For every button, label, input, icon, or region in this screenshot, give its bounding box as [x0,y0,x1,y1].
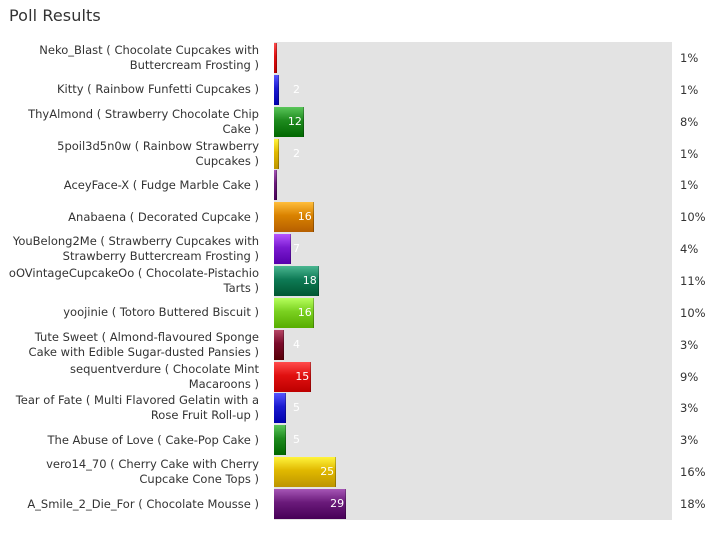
row-label-text: ThyAlmond ( Strawberry Chocolate Chip Ca… [28,106,259,136]
row-label: The Abuse of Love ( Cake-Pop Cake ) [6,424,260,456]
bar [274,170,277,201]
row-label-text: The Abuse of Love ( Cake-Pop Cake ) [47,432,260,447]
row-label: yoojinie ( Totoro Buttered Biscuit ) [6,297,259,329]
percent-label: 18% [680,497,706,512]
row-label-text: Tear of Fate ( Multi Flavored Gelatin wi… [15,393,259,423]
bar-value-label: 29 [330,497,345,511]
percent-label: 1% [680,178,699,193]
bar [274,457,337,488]
row-label: Anabaena ( Decorated Cupcake ) [6,201,259,233]
row-label: oOVintageCupcakeOo ( Chocolate-Pistachio… [6,265,259,297]
bar [274,329,284,360]
row-label-text: sequentverdure ( Chocolate Mint Macaroon… [70,361,259,391]
bar [274,234,292,265]
row-label-text: AceyFace-X ( Fudge Marble Cake ) [63,177,259,192]
bar [274,202,314,233]
row-label: Neko_Blast ( Chocolate Cupcakes with But… [6,42,259,74]
row-label-text: 5poil3d5n0w ( Rainbow Strawberry Cupcake… [57,138,259,168]
row-label-text: Anabaena ( Decorated Cupcake ) [68,209,259,224]
row-label-text: Tute Sweet ( Almond-flavoured Sponge Cak… [28,329,259,359]
bar [274,74,279,105]
percent-label: 16% [680,465,706,480]
bar-value-label: 7 [293,242,300,256]
row-label: Tear of Fate ( Multi Flavored Gelatin wi… [6,393,259,425]
row-label-text: vero14_70 ( Cherry Cake with Cherry Cupc… [46,457,259,487]
plot-area [274,42,672,520]
percent-label: 1% [680,146,699,161]
bar-value-label: 15 [295,369,310,383]
percent-label: 8% [680,114,699,129]
row-label: YouBelong2Me ( Strawberry Cupcakes with … [6,233,259,265]
row-label: 5poil3d5n0w ( Rainbow Strawberry Cupcake… [6,138,259,170]
percent-label: 3% [680,433,699,448]
bar-value-label: 5 [293,433,300,447]
bar [274,393,287,424]
bar-value-label: 16 [297,210,312,224]
bar-value-label: 2 [293,82,300,96]
row-label: ThyAlmond ( Strawberry Chocolate Chip Ca… [6,106,259,138]
bar [274,42,277,73]
bar-value-label: 25 [320,465,335,479]
bar-value-label: 12 [287,114,302,128]
bar [274,489,347,520]
percent-label: 3% [680,401,699,416]
row-label: Tute Sweet ( Almond-flavoured Sponge Cak… [6,329,259,361]
percent-label: 1% [680,50,699,65]
bar-value-label: 5 [293,401,300,415]
percent-label: 10% [680,210,706,225]
row-label-text: oOVintageCupcakeOo ( Chocolate-Pistachio… [8,265,259,295]
row-label-text: yoojinie ( Totoro Buttered Biscuit ) [63,305,259,320]
row-label-text: YouBelong2Me ( Strawberry Cupcakes with … [12,234,259,264]
bar-value-label: 18 [302,274,317,287]
row-label-text: Kitty ( Rainbow Funfetti Cupcakes ) [56,82,259,97]
row-label: sequentverdure ( Chocolate Mint Macaroon… [6,361,259,393]
bar [274,425,287,456]
percent-label: 3% [680,337,699,352]
row-label-text: A_Smile_2_Die_For ( Chocolate Mousse ) [27,496,259,511]
row-label: A_Smile_2_Die_For ( Chocolate Mousse ) [6,488,259,520]
row-label-text: Neko_Blast ( Chocolate Cupcakes with But… [39,42,259,72]
percent-label: 11% [680,274,706,288]
bar [274,266,319,296]
percent-label: 1% [680,82,699,97]
bar [274,138,279,169]
row-label: Kitty ( Rainbow Funfetti Cupcakes ) [6,74,259,106]
percent-label: 4% [680,242,699,257]
bar [274,297,314,328]
percent-label: 10% [680,305,706,320]
bar-value-label: 16 [297,305,312,319]
percent-label: 9% [680,369,699,384]
row-label: AceyFace-X ( Fudge Marble Cake ) [6,169,259,201]
bar-value-label: 2 [293,146,300,160]
bar-value-label: 4 [293,337,300,351]
bar [274,361,312,392]
bar [274,106,304,137]
page-title: Poll Results [9,6,101,25]
row-label: vero14_70 ( Cherry Cake with Cherry Cupc… [6,456,259,488]
